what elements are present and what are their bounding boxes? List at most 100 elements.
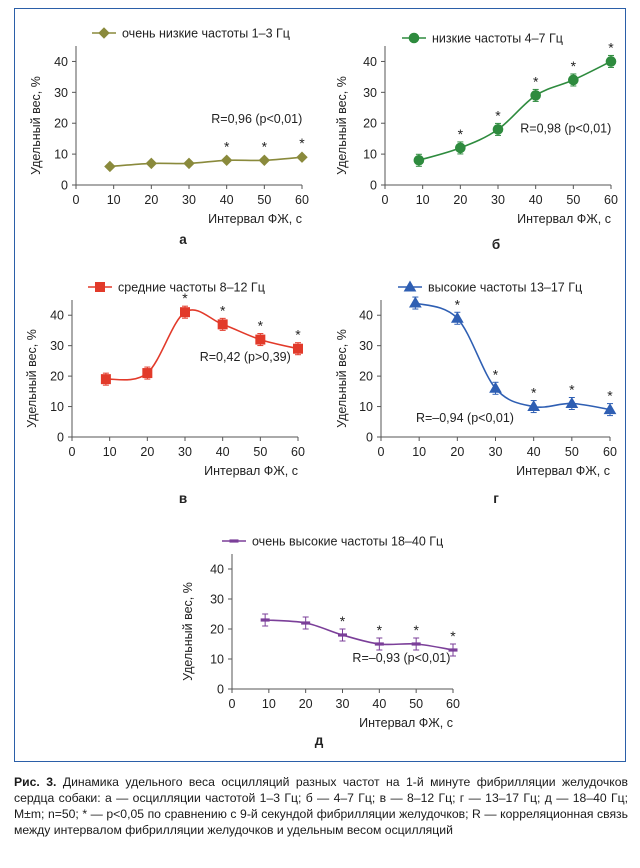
y-tick-label: 40 [210, 563, 224, 577]
legend-label: очень высокие частоты 18–40 Гц [252, 535, 443, 549]
data-point [450, 311, 464, 323]
data-point [338, 633, 347, 637]
y-tick-label: 40 [54, 55, 68, 69]
caption-label: Рис. 3. [14, 775, 57, 789]
significance-star: * [533, 73, 539, 89]
x-tick-label: 40 [529, 193, 543, 207]
y-tick-label: 0 [366, 431, 373, 445]
significance-star: * [413, 622, 419, 638]
legend-marker [229, 539, 239, 543]
y-tick-label: 20 [50, 370, 64, 384]
data-point [183, 157, 195, 170]
y-tick-label: 40 [359, 309, 373, 323]
x-tick-label: 40 [372, 697, 386, 711]
significance-star: * [455, 296, 461, 312]
x-tick-label: 0 [69, 445, 76, 459]
x-tick-label: 30 [491, 193, 505, 207]
x-tick-label: 40 [216, 445, 230, 459]
legend-marker [403, 280, 417, 292]
significance-star: * [458, 126, 464, 142]
significance-star: * [607, 388, 613, 404]
data-point [296, 151, 308, 163]
data-point [565, 397, 579, 409]
panel-label: г [493, 491, 499, 506]
x-axis-label: Интервал ФЖ, с [516, 464, 610, 478]
correlation-annotation: R=0,42 (p>0,39) [200, 350, 291, 364]
data-point [142, 368, 153, 379]
data-point [104, 160, 116, 173]
data-point [374, 642, 384, 646]
panel-label: д [315, 733, 324, 748]
panel-label: б [492, 237, 500, 252]
y-tick-label: 20 [359, 370, 373, 384]
y-tick-label: 40 [50, 309, 64, 323]
data-point [411, 642, 421, 646]
x-axis-label: Интервал ФЖ, с [204, 464, 298, 478]
y-tick-label: 40 [363, 55, 377, 69]
legend-label: средние частоты 8–12 Гц [118, 281, 265, 295]
correlation-annotation: R=–0,94 (p<0,01) [416, 411, 514, 425]
legend-marker [95, 282, 105, 292]
x-tick-label: 20 [299, 697, 313, 711]
x-tick-label: 20 [453, 193, 467, 207]
x-tick-label: 30 [178, 445, 192, 459]
figure-caption: Рис. 3. Динамика удельного веса осцилляц… [14, 774, 628, 838]
x-tick-label: 40 [527, 445, 541, 459]
data-point [603, 403, 617, 415]
series-line [418, 60, 612, 162]
y-tick-label: 0 [57, 431, 64, 445]
x-tick-label: 0 [382, 193, 389, 207]
correlation-annotation: R=0,98 (p<0,01) [520, 121, 611, 135]
data-point [145, 157, 158, 170]
y-tick-label: 20 [363, 117, 377, 131]
y-tick-label: 10 [54, 148, 68, 162]
data-point [413, 154, 425, 166]
y-axis-label: Удельный вес, % [29, 76, 43, 175]
significance-star: * [182, 290, 188, 306]
data-point [568, 74, 579, 86]
y-tick-label: 0 [61, 179, 68, 193]
y-tick-label: 10 [359, 400, 373, 414]
data-point [448, 648, 458, 652]
significance-star: * [340, 613, 346, 629]
legend-label: низкие частоты 4–7 Гц [432, 32, 563, 46]
significance-star: * [224, 138, 230, 154]
x-tick-label: 0 [378, 445, 385, 459]
x-tick-label: 20 [450, 445, 464, 459]
x-axis-label: Интервал ФЖ, с [359, 716, 453, 730]
legend-label: высокие частоты 13–17 Гц [428, 281, 582, 295]
y-tick-label: 0 [370, 179, 377, 193]
series-line [415, 302, 611, 411]
x-tick-label: 0 [73, 193, 80, 207]
correlation-annotation: R=–0,93 (p<0,01) [352, 651, 450, 665]
y-tick-label: 30 [54, 86, 68, 100]
x-tick-label: 50 [566, 193, 580, 207]
x-tick-label: 30 [182, 193, 196, 207]
y-tick-label: 30 [50, 339, 64, 353]
x-tick-label: 10 [103, 445, 117, 459]
caption-text: Динамика удельного веса осцилляций разны… [14, 775, 628, 837]
x-tick-label: 0 [229, 697, 236, 711]
y-axis-label: Удельный вес, % [335, 76, 349, 175]
y-tick-label: 30 [359, 339, 373, 353]
y-tick-label: 10 [210, 653, 224, 667]
series-line [105, 309, 299, 381]
series-line [109, 156, 303, 168]
data-point [217, 319, 228, 330]
data-point [260, 618, 270, 622]
x-tick-label: 30 [489, 445, 503, 459]
y-axis-label: Удельный вес, % [25, 329, 39, 428]
significance-star: * [262, 138, 268, 154]
legend-marker [408, 32, 420, 44]
x-tick-label: 10 [416, 193, 430, 207]
data-point [408, 296, 422, 308]
y-tick-label: 10 [50, 400, 64, 414]
y-tick-label: 20 [54, 117, 68, 131]
significance-star: * [608, 39, 614, 55]
x-tick-label: 50 [409, 697, 423, 711]
x-tick-label: 50 [565, 445, 579, 459]
y-tick-label: 20 [210, 623, 224, 637]
significance-star: * [258, 318, 264, 334]
significance-star: * [450, 628, 456, 644]
